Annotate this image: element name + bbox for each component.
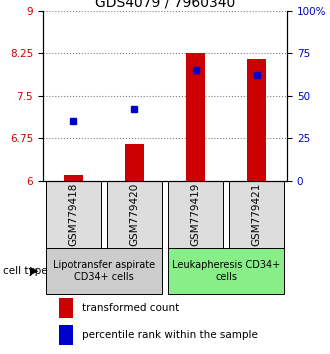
Text: ▶: ▶ xyxy=(30,266,38,276)
Text: Lipotransfer aspirate
CD34+ cells: Lipotransfer aspirate CD34+ cells xyxy=(53,260,155,282)
Bar xyxy=(186,53,205,181)
Text: GSM779420: GSM779420 xyxy=(129,183,140,246)
Bar xyxy=(46,181,101,248)
Bar xyxy=(125,144,144,181)
Bar xyxy=(64,175,82,181)
Bar xyxy=(59,298,73,318)
Bar xyxy=(59,325,73,345)
Text: cell type: cell type xyxy=(3,266,51,276)
Text: percentile rank within the sample: percentile rank within the sample xyxy=(82,330,258,340)
Text: GSM779421: GSM779421 xyxy=(251,183,262,246)
Bar xyxy=(46,248,162,294)
Bar xyxy=(168,181,223,248)
Text: GSM779419: GSM779419 xyxy=(190,183,201,246)
Bar xyxy=(248,59,266,181)
Bar xyxy=(168,248,284,294)
Bar xyxy=(229,181,284,248)
Text: Leukapheresis CD34+
cells: Leukapheresis CD34+ cells xyxy=(172,260,280,282)
Bar xyxy=(107,181,162,248)
Text: GSM779418: GSM779418 xyxy=(68,183,79,246)
Title: GDS4079 / 7960340: GDS4079 / 7960340 xyxy=(95,0,235,10)
Text: transformed count: transformed count xyxy=(82,303,180,313)
